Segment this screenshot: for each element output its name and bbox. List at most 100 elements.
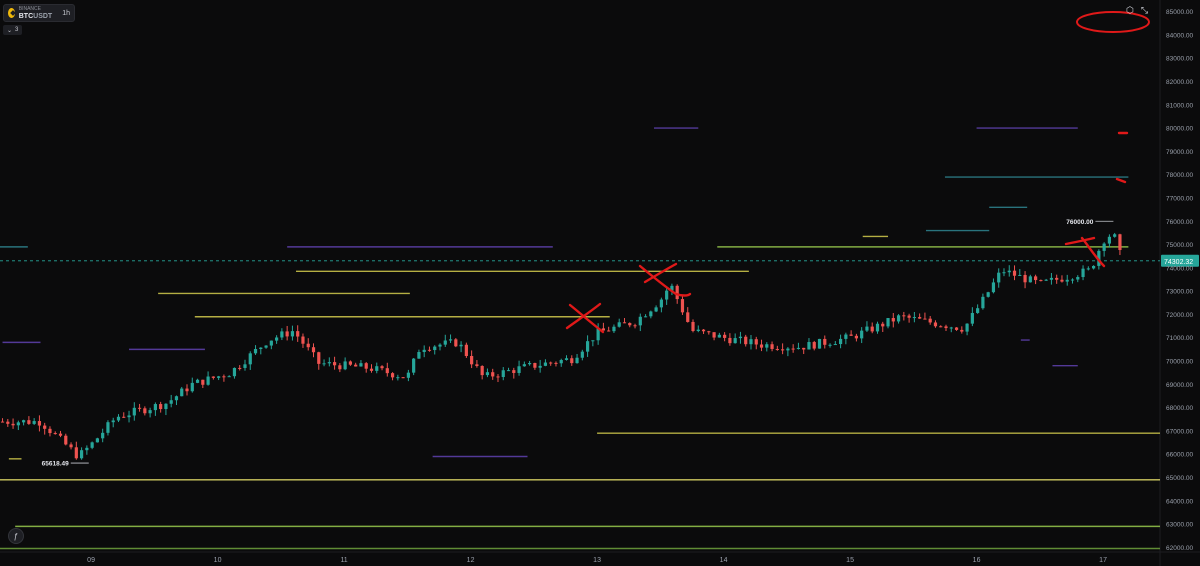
y-tick-label: 77000.00 [1166, 195, 1193, 202]
candle-body [443, 340, 447, 345]
price-annotation: 76000.00 [1066, 219, 1093, 226]
candle-body [823, 338, 827, 345]
candle-body [327, 362, 331, 364]
candle-body [918, 317, 922, 319]
candle-body [759, 344, 764, 348]
candle-body [275, 337, 279, 341]
y-tick-label: 85000.00 [1166, 9, 1193, 16]
red-cross-mark [1064, 236, 1096, 246]
red-cross-mark [643, 262, 678, 284]
candle-body [1055, 277, 1059, 280]
candle-body [406, 372, 410, 378]
candle-body [665, 290, 669, 300]
candle-body [749, 339, 753, 345]
candle-body [807, 342, 811, 350]
candle-body [322, 363, 326, 365]
candle-body [195, 379, 200, 383]
candle-body [875, 323, 880, 332]
candle-body [222, 376, 226, 378]
candle-body [633, 325, 637, 327]
candle-body [417, 352, 421, 359]
candle-body [0, 421, 5, 423]
candle-body [796, 347, 801, 349]
y-tick-label: 66000.00 [1166, 452, 1193, 459]
candle-body [844, 334, 848, 339]
price-annotation: 65618.49 [42, 461, 69, 468]
y-tick-label: 83000.00 [1166, 56, 1193, 63]
candle-body [380, 366, 384, 369]
candle-body [137, 407, 142, 409]
candle-body [422, 349, 426, 353]
candle-body [454, 339, 458, 347]
candle-body [153, 404, 157, 411]
candle-body [976, 308, 980, 313]
hexagon-icon[interactable]: ⬡ [1126, 5, 1134, 15]
candle-body [738, 336, 743, 339]
candle-body [607, 330, 611, 332]
candle-body [180, 388, 184, 397]
symbol-legend[interactable]: BINANCE BTCUSDT 1h [3, 4, 75, 22]
indicators-toggle[interactable]: ⌄ 3 [3, 25, 23, 35]
candle-body [201, 379, 205, 385]
candle-body [549, 362, 553, 364]
candle-body [522, 364, 526, 367]
candle-body [564, 358, 569, 361]
candle-body [728, 337, 732, 344]
candle-body [723, 334, 727, 338]
candle-body [296, 331, 300, 337]
candle-body [317, 352, 321, 364]
x-tick-label: 12 [467, 557, 475, 564]
candle-body [554, 362, 558, 364]
candle-body [85, 447, 89, 451]
expand-arrows-icon[interactable]: ⤡ [1140, 5, 1149, 15]
y-tick-label: 78000.00 [1166, 172, 1193, 179]
y-tick-label: 73000.00 [1166, 289, 1193, 296]
candle-body [332, 362, 337, 366]
y-tick-label: 69000.00 [1166, 382, 1193, 389]
candle-body [1076, 277, 1080, 280]
tradingview-logo-icon[interactable]: ƒ [8, 528, 24, 544]
y-tick-label: 79000.00 [1166, 149, 1193, 156]
candle-body [686, 312, 690, 322]
candle-body [6, 421, 10, 424]
candle-body [106, 422, 110, 433]
symbol-name: BINANCE BTCUSDT [19, 6, 52, 20]
candle-body [628, 323, 632, 326]
candle-body [390, 373, 395, 378]
candle-body [190, 382, 194, 392]
candle-body [717, 334, 721, 338]
x-tick-label: 15 [846, 557, 854, 564]
candle-body [691, 321, 695, 331]
candle-body [939, 326, 943, 328]
candle-body [280, 331, 284, 338]
candle-body [912, 317, 916, 319]
candle-body [111, 420, 115, 423]
candle-body [448, 339, 453, 341]
candle-body [396, 377, 400, 379]
x-tick-label: 17 [1099, 557, 1107, 564]
candle-body [896, 315, 901, 322]
candle-body [828, 344, 832, 346]
candle-body [22, 420, 26, 423]
candle-body [638, 316, 642, 326]
candle-body [132, 407, 136, 416]
candle-body [27, 420, 31, 424]
chevron-down-icon: ⌄ [7, 27, 13, 34]
candle-body [32, 421, 36, 424]
candle-body [865, 326, 869, 331]
candle-body [854, 335, 859, 339]
candle-body [770, 344, 774, 349]
candle-body [433, 346, 437, 351]
y-tick-label: 70000.00 [1166, 359, 1193, 366]
timeframe-label[interactable]: 1h [62, 9, 70, 17]
candle-body [954, 327, 959, 330]
candle-body [870, 326, 874, 332]
exchange-label: BINANCE [18, 6, 41, 12]
candle-body [643, 316, 648, 318]
candle-body [37, 421, 42, 426]
candle-body [217, 376, 221, 378]
candle-body [886, 318, 890, 327]
candle-body [833, 344, 837, 346]
candle-body [781, 349, 785, 351]
